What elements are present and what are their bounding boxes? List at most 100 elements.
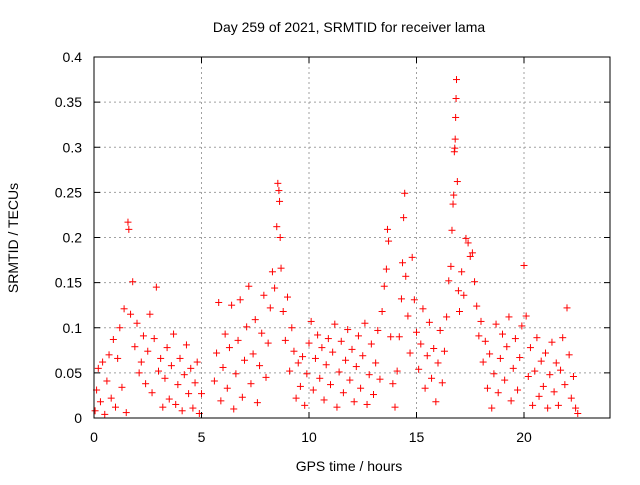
- data-point: [393, 367, 401, 375]
- data-point: [262, 373, 270, 381]
- data-point: [520, 261, 528, 269]
- data-point: [475, 332, 483, 340]
- data-point: [404, 312, 412, 320]
- data-point: [339, 389, 347, 397]
- data-point: [142, 380, 150, 388]
- data-point: [483, 384, 491, 392]
- data-point: [378, 308, 386, 316]
- data-point: [423, 352, 431, 360]
- data-point: [256, 362, 264, 370]
- data-point: [236, 296, 244, 304]
- data-point: [182, 341, 190, 349]
- data-point: [473, 302, 481, 310]
- data-point: [109, 335, 117, 343]
- data-point: [382, 265, 390, 273]
- data-point: [251, 316, 259, 324]
- data-point: [176, 354, 184, 362]
- data-point: [401, 189, 409, 197]
- data-point: [309, 386, 317, 394]
- data-point: [561, 381, 569, 389]
- data-point: [131, 343, 139, 351]
- data-point: [225, 344, 233, 352]
- y-tick-label: 0.4: [63, 49, 83, 65]
- data-point: [150, 335, 158, 343]
- data-point: [215, 298, 223, 306]
- data-point: [284, 293, 291, 301]
- x-tick-label: 20: [516, 429, 532, 445]
- data-point: [96, 398, 104, 406]
- y-tick-label: 0.2: [63, 230, 83, 246]
- data-point: [447, 262, 455, 270]
- data-point: [139, 332, 147, 340]
- data-point: [344, 326, 352, 334]
- data-point: [127, 310, 135, 318]
- data-point: [466, 252, 474, 260]
- data-point: [122, 409, 130, 417]
- data-point: [516, 354, 524, 362]
- data-point: [288, 324, 296, 332]
- data-point: [294, 359, 302, 367]
- data-point: [159, 403, 167, 411]
- data-point: [450, 191, 458, 199]
- y-tick-label: 0.25: [55, 184, 82, 200]
- data-point: [452, 95, 460, 103]
- data-point: [281, 336, 289, 344]
- data-point: [352, 363, 360, 371]
- data-point: [559, 334, 567, 342]
- data-point: [311, 354, 319, 362]
- data-point: [385, 237, 393, 245]
- data-point: [307, 317, 315, 325]
- data-point: [314, 331, 322, 339]
- y-tick-label: 0.3: [63, 139, 83, 155]
- data-point: [187, 364, 195, 372]
- data-point: [494, 389, 502, 397]
- data-point: [320, 396, 328, 404]
- y-tick-label: 0.05: [55, 365, 82, 381]
- data-point: [383, 225, 391, 233]
- data-point: [535, 392, 543, 400]
- data-point: [103, 377, 111, 385]
- data-point: [363, 400, 371, 408]
- data-point: [367, 340, 375, 348]
- data-point: [501, 376, 509, 384]
- data-point: [477, 317, 485, 325]
- x-tick-label: 5: [198, 429, 206, 445]
- data-point: [170, 330, 178, 338]
- data-point: [342, 356, 350, 364]
- data-point: [107, 394, 115, 402]
- data-point: [230, 405, 238, 413]
- data-point: [452, 113, 460, 121]
- data-point: [399, 259, 407, 267]
- data-point: [518, 322, 526, 330]
- data-point: [91, 407, 99, 415]
- data-point: [574, 409, 582, 417]
- data-point: [247, 380, 255, 388]
- y-tick-label: 0.35: [55, 94, 82, 110]
- data-point: [357, 384, 365, 392]
- data-point: [331, 320, 339, 328]
- data-point: [554, 401, 562, 409]
- data-point: [114, 354, 122, 362]
- data-point: [552, 359, 560, 367]
- data-point: [264, 339, 272, 347]
- chart-title: Day 259 of 2021, SRMTID for receiver lam…: [213, 19, 486, 35]
- data-point: [565, 351, 573, 359]
- data-point: [408, 253, 416, 261]
- data-point: [524, 372, 532, 380]
- data-point: [499, 330, 506, 338]
- data-point: [346, 376, 354, 384]
- data-point: [471, 278, 479, 286]
- data-point: [163, 344, 171, 352]
- data-point: [492, 320, 500, 328]
- data-point: [299, 353, 307, 361]
- data-point: [567, 394, 575, 402]
- data-point: [135, 369, 143, 377]
- data-point: [133, 319, 141, 327]
- data-point: [539, 382, 547, 390]
- data-point: [550, 388, 558, 396]
- data-point: [417, 340, 425, 348]
- data-point: [124, 218, 132, 226]
- data-point: [415, 365, 423, 373]
- data-point: [290, 347, 298, 355]
- data-point: [157, 354, 165, 362]
